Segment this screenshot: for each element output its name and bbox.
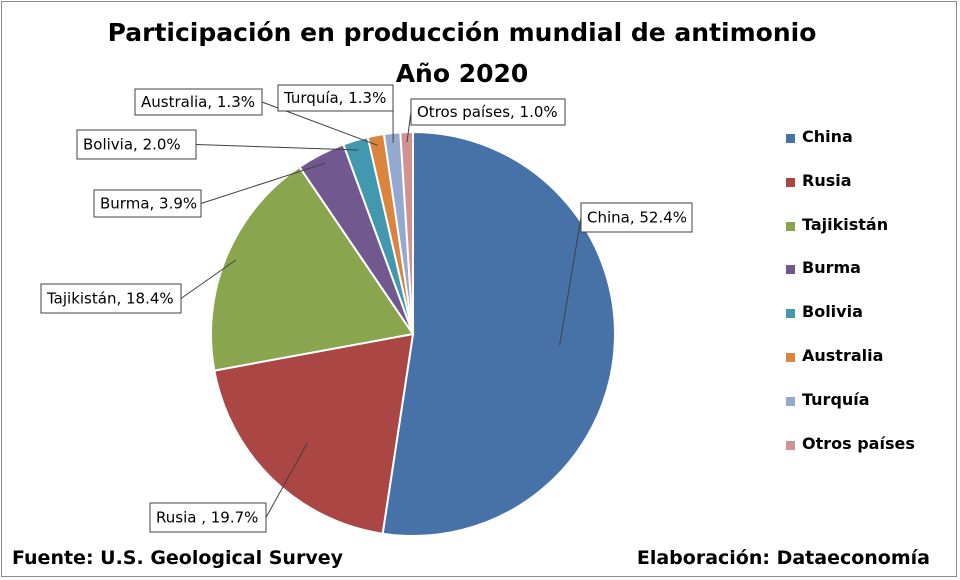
data-label-box <box>149 502 267 533</box>
data-label-box <box>410 98 566 126</box>
data-label: China, 52.4% <box>587 209 687 227</box>
data-label: Bolivia, 2.0% <box>83 136 181 154</box>
data-label-box <box>580 202 693 233</box>
data-label-box <box>277 84 394 112</box>
legend-label: Burma <box>802 258 861 278</box>
legend-swatch <box>786 221 795 231</box>
data-label-box <box>76 129 197 160</box>
leader-line <box>180 259 237 299</box>
legend-label: Australia <box>802 345 884 365</box>
pie-slice-rusia <box>213 332 415 535</box>
leader-line <box>559 217 582 346</box>
data-label: Tajikistán, 18.4% <box>46 290 174 308</box>
pie-slice-tajikistán <box>210 165 415 372</box>
data-label-box <box>134 88 263 116</box>
legend-swatch <box>786 396 795 406</box>
data-label: Burma, 3.9% <box>100 195 197 213</box>
legend-label: Tajikistán <box>802 214 889 234</box>
legend-swatch <box>786 309 795 319</box>
legend-label: Rusia <box>802 170 852 190</box>
leader-line <box>265 442 308 518</box>
leader-line <box>406 111 412 143</box>
leader-line <box>200 162 326 204</box>
data-label: Otros países, 1.0% <box>417 103 558 121</box>
data-labels: China, 52.4% Rusia , 19.7% Tajikistán, 18.… <box>40 84 693 533</box>
legend-swatch <box>786 440 795 450</box>
legend-swatch <box>786 352 795 362</box>
legend-label: Otros países <box>802 433 915 453</box>
leader-line <box>195 144 359 151</box>
legend-swatch <box>786 177 795 187</box>
pie-slice-otros-países <box>399 130 414 335</box>
legend-swatch <box>786 265 795 275</box>
chart-title: Participación en producción mundial de a… <box>107 18 817 47</box>
legend-label: Bolivia <box>802 302 863 322</box>
source-note: Fuente: U.S. Geological Survey <box>12 547 343 569</box>
chart-subtitle: Año 2020 <box>395 59 529 88</box>
data-label: Turquía, 1.3% <box>283 89 386 107</box>
legend-label: Turquía <box>802 389 870 409</box>
pie-slices <box>210 130 616 537</box>
pie-slice-china <box>381 130 616 537</box>
legend-swatch <box>786 134 795 143</box>
data-label-box <box>93 189 202 218</box>
data-label-box <box>40 283 182 314</box>
legend-label: China <box>802 127 853 146</box>
data-label: Rusia , 19.7% <box>156 509 258 527</box>
data-label: Australia, 1.3% <box>141 93 255 111</box>
credit-note: Elaboración: Dataeconomía <box>636 547 930 569</box>
